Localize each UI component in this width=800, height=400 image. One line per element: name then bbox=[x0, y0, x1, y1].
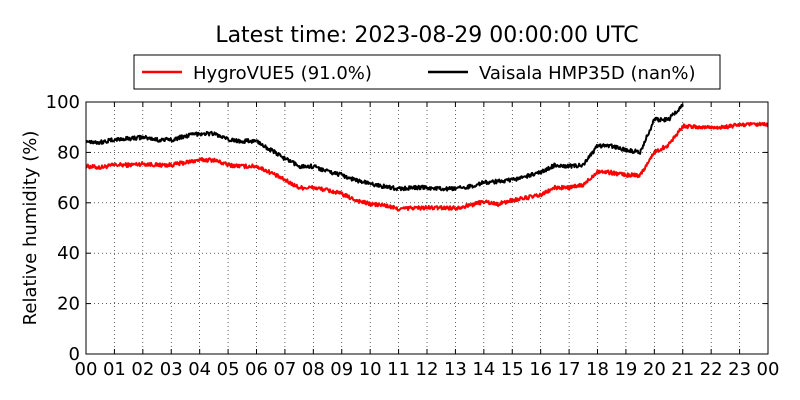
series-line-1 bbox=[86, 103, 684, 192]
series-layer bbox=[86, 103, 768, 212]
x-tick-label: 05 bbox=[217, 359, 240, 380]
x-tick-label: 08 bbox=[302, 359, 325, 380]
chart-title: Latest time: 2023-08-29 00:00:00 UTC bbox=[215, 23, 638, 48]
legend-label-hygrovue5: HygroVUE5 (91.0%) bbox=[193, 63, 372, 84]
x-tick-label: 01 bbox=[103, 359, 126, 380]
x-tick-label: 22 bbox=[700, 359, 723, 380]
x-tick-label: 20 bbox=[643, 359, 666, 380]
y-axis-tick-labels: 0 20 40 60 80 100 bbox=[46, 92, 80, 365]
y-tick-label: 80 bbox=[57, 142, 80, 163]
x-tick-label: 19 bbox=[614, 359, 637, 380]
x-tick-label: 00 bbox=[75, 359, 98, 380]
y-tick-label: 40 bbox=[57, 243, 80, 264]
x-tick-label: 12 bbox=[416, 359, 439, 380]
x-tick-label: 17 bbox=[558, 359, 581, 380]
x-tick-label: 13 bbox=[444, 359, 467, 380]
x-tick-label: 02 bbox=[131, 359, 154, 380]
x-tick-label: 09 bbox=[330, 359, 353, 380]
y-tick-label: 100 bbox=[46, 92, 80, 113]
x-tick-label: 10 bbox=[359, 359, 382, 380]
x-tick-label: 07 bbox=[273, 359, 296, 380]
x-tick-label: 00 bbox=[757, 359, 780, 380]
x-tick-label: 15 bbox=[501, 359, 524, 380]
x-tick-label: 03 bbox=[160, 359, 183, 380]
x-tick-label: 16 bbox=[529, 359, 552, 380]
y-axis-label: Relative humidity (%) bbox=[20, 131, 41, 326]
x-tick-label: 18 bbox=[586, 359, 609, 380]
legend: HygroVUE5 (91.0%) Vaisala HMP35D (nan%) bbox=[133, 54, 721, 90]
x-tick-label: 21 bbox=[671, 359, 694, 380]
y-tick-label: 60 bbox=[57, 193, 80, 214]
x-tick-label: 04 bbox=[188, 359, 211, 380]
y-tick-label: 20 bbox=[57, 294, 80, 315]
x-tick-label: 11 bbox=[387, 359, 410, 380]
x-tick-label: 23 bbox=[728, 359, 751, 380]
plot-area bbox=[86, 102, 768, 354]
x-tick-label: 06 bbox=[245, 359, 268, 380]
x-axis-tick-labels: 00 01 02 03 04 05 06 07 08 09 10 11 12 13 14 15 16 17 18 19… bbox=[75, 359, 780, 380]
y-tick-label: 0 bbox=[69, 344, 80, 365]
series-line-0 bbox=[86, 121, 768, 212]
legend-label-vaisala: Vaisala HMP35D (nan%) bbox=[479, 63, 696, 84]
x-tick-label: 14 bbox=[472, 359, 495, 380]
axis-ticks bbox=[85, 101, 769, 355]
legend-box bbox=[133, 54, 721, 90]
